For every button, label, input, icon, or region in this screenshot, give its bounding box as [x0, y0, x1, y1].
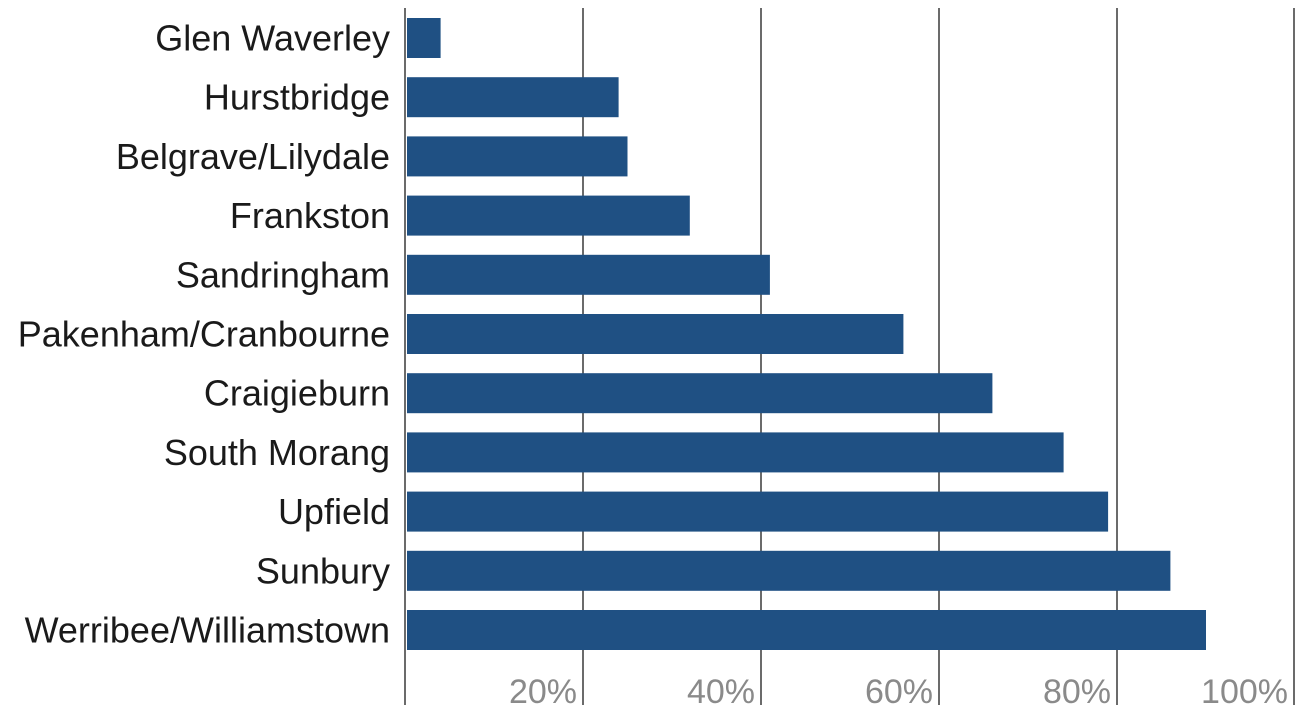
category-label-sunbury: Sunbury: [256, 550, 390, 591]
category-label-upfield: Upfield: [278, 491, 390, 532]
x-tick-label-60: 60%: [865, 673, 933, 705]
category-label-south-morang: South Morang: [164, 432, 390, 473]
bar-craigieburn: [407, 373, 993, 414]
bar-pakenham-cranbourne: [407, 314, 904, 354]
grid-lines: [404, 8, 1295, 705]
category-label-sandringham: Sandringham: [176, 254, 390, 295]
bars: [407, 18, 1206, 650]
x-tick-label-40: 40%: [687, 673, 755, 705]
bar-frankston: [407, 195, 690, 236]
bar-south-morang: [407, 432, 1064, 473]
category-label-werribee-williamstown: Werribee/Williamstown: [25, 610, 390, 651]
x-tick-label-100: 100%: [1201, 673, 1288, 705]
bar-hurstbridge: [407, 77, 619, 118]
category-label-belgrave-lilydale: Belgrave/Lilydale: [116, 136, 390, 177]
bar-werribee-williamstown: [407, 610, 1206, 650]
x-tick-labels: 20% 40% 60% 80% 100%: [509, 673, 1288, 705]
category-label-glen-waverley: Glen Waverley: [155, 18, 390, 59]
category-label-hurstbridge: Hurstbridge: [204, 77, 390, 118]
bar-sandringham: [407, 254, 770, 295]
bar-sunbury: [407, 550, 1171, 591]
category-labels: Glen Waverley Hurstbridge Belgrave/Lilydal…: [18, 18, 390, 651]
bar-upfield: [407, 491, 1109, 532]
bar-glen-waverley: [407, 18, 441, 58]
category-label-pakenham-cranbourne: Pakenham/Cranbourne: [18, 314, 390, 355]
bar-belgrave-lilydale: [407, 136, 628, 177]
category-label-frankston: Frankston: [230, 195, 390, 236]
x-tick-label-80: 80%: [1043, 673, 1111, 705]
x-tick-label-20: 20%: [509, 673, 577, 705]
category-label-craigieburn: Craigieburn: [204, 373, 390, 414]
